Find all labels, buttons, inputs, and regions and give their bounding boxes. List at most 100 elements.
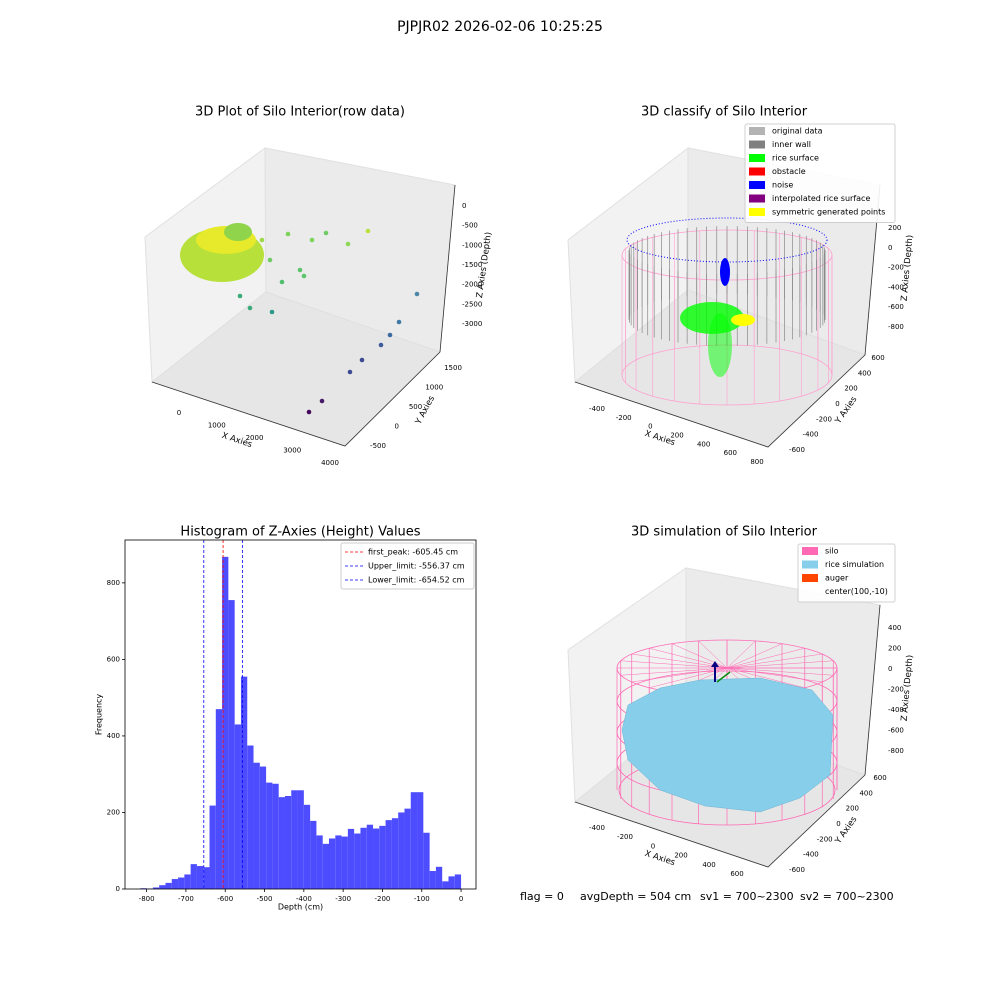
y-tick-label: 600 [871, 354, 884, 362]
bar [247, 745, 254, 889]
z-tick-label: 200 [888, 645, 901, 653]
bar [310, 820, 317, 889]
x-tick-label: -600 [217, 895, 233, 903]
footer-text: sv2 = 700~2300 [800, 890, 894, 903]
silo-wire [631, 667, 728, 683]
x-tick-label: -100 [414, 895, 430, 903]
z-tick-label: -2000 [462, 281, 482, 289]
bar [203, 867, 210, 889]
legend-box [797, 543, 896, 603]
z-tick-label: -1000 [462, 241, 482, 249]
point [259, 237, 265, 243]
legend-label: rice simulation [825, 560, 884, 569]
axes-frame [124, 539, 477, 890]
y-tick-label: 0 [116, 885, 120, 893]
bar [178, 877, 185, 889]
bar [171, 879, 179, 889]
x-tick-label: 400 [702, 861, 715, 869]
y-tick-label: 600 [873, 774, 886, 782]
y-tick-label: 600 [107, 655, 120, 663]
silo-wire [620, 667, 728, 676]
silo-wire [726, 640, 756, 669]
legend-box [744, 123, 896, 223]
y-tick-label: 1000 [425, 384, 443, 392]
bar [385, 820, 392, 889]
z-tick-label: -500 [462, 222, 478, 230]
legend-label: auger [825, 574, 849, 583]
point [301, 273, 307, 279]
point [345, 241, 351, 247]
legend-swatch [749, 127, 765, 135]
bar [360, 827, 367, 889]
bar [448, 876, 455, 889]
legend-label: obstacle [772, 167, 806, 176]
bar [196, 866, 204, 889]
bar [253, 762, 260, 889]
y-tick-label: 200 [844, 385, 857, 393]
bar [322, 843, 329, 889]
point [387, 332, 393, 338]
silo-wire [698, 640, 728, 669]
bar [417, 792, 424, 889]
bar [215, 709, 223, 889]
bar [209, 805, 216, 889]
x-tick-label: -300 [335, 895, 351, 903]
bar [335, 835, 342, 889]
bar [398, 812, 405, 889]
legend-label: interpolated rice surface [772, 194, 870, 203]
footer-text: avgDepth = 504 cm [580, 890, 691, 903]
x-tick-label: 1000 [208, 422, 226, 430]
x-tick-label: 2000 [246, 434, 264, 442]
bar [341, 836, 348, 889]
z-tick-label: -800 [888, 747, 904, 755]
z-tick-label: 0 [888, 665, 892, 673]
point [306, 409, 312, 415]
legend-swatch [749, 208, 765, 216]
legend-swatch [802, 547, 818, 555]
axis-edge [151, 351, 441, 447]
x-tick-label: 0 [459, 895, 463, 903]
x-axis-label: Depth (cm) [278, 903, 323, 912]
y-tick-label: 1500 [444, 364, 462, 372]
point [319, 398, 325, 404]
bar [435, 866, 443, 889]
bar [266, 782, 273, 889]
bar [152, 887, 160, 889]
rice-surface [708, 313, 732, 377]
bar [328, 838, 336, 889]
y-tick-label: -400 [803, 431, 819, 439]
x-tick-label: -200 [616, 414, 632, 422]
legend-label: symmetric generated points [772, 208, 885, 217]
panel-title: 3D simulation of Silo Interior [631, 525, 818, 540]
panel-3d [567, 146, 881, 448]
panel-title: 3D classify of Silo Interior [641, 105, 808, 120]
point [297, 267, 303, 273]
point [378, 342, 384, 348]
legend-swatch [749, 194, 765, 203]
x-tick-label: 200 [674, 852, 687, 860]
chart-title: Histogram of Z-Axies (Height) Values [180, 525, 420, 540]
figure-title: PJPJR02 2026-02-06 10:25:25 [397, 19, 603, 35]
x-tick-label: 200 [670, 432, 683, 440]
y-tick-label: 0 [836, 820, 840, 828]
z-tick-label: -400 [888, 283, 904, 291]
bar [222, 556, 229, 889]
auger [716, 671, 731, 683]
bar [423, 832, 430, 889]
z-tick-label: -200 [888, 686, 904, 694]
x-tick-label: 600 [724, 449, 737, 457]
silo-wire [726, 667, 834, 676]
legend-label: first_peak: -605.45 cm [368, 548, 458, 557]
point [285, 231, 291, 237]
legend-label: noise [772, 181, 793, 190]
z-tick-label: 0 [888, 244, 892, 252]
point [365, 228, 371, 234]
bar [284, 796, 292, 889]
x-tick-label: -800 [139, 895, 155, 903]
z-tick-label: 400 [888, 624, 901, 632]
z-tick-label: 200 [888, 224, 901, 232]
silo-wire [726, 667, 823, 683]
x-tick-label: -200 [375, 895, 391, 903]
bar [165, 882, 172, 889]
